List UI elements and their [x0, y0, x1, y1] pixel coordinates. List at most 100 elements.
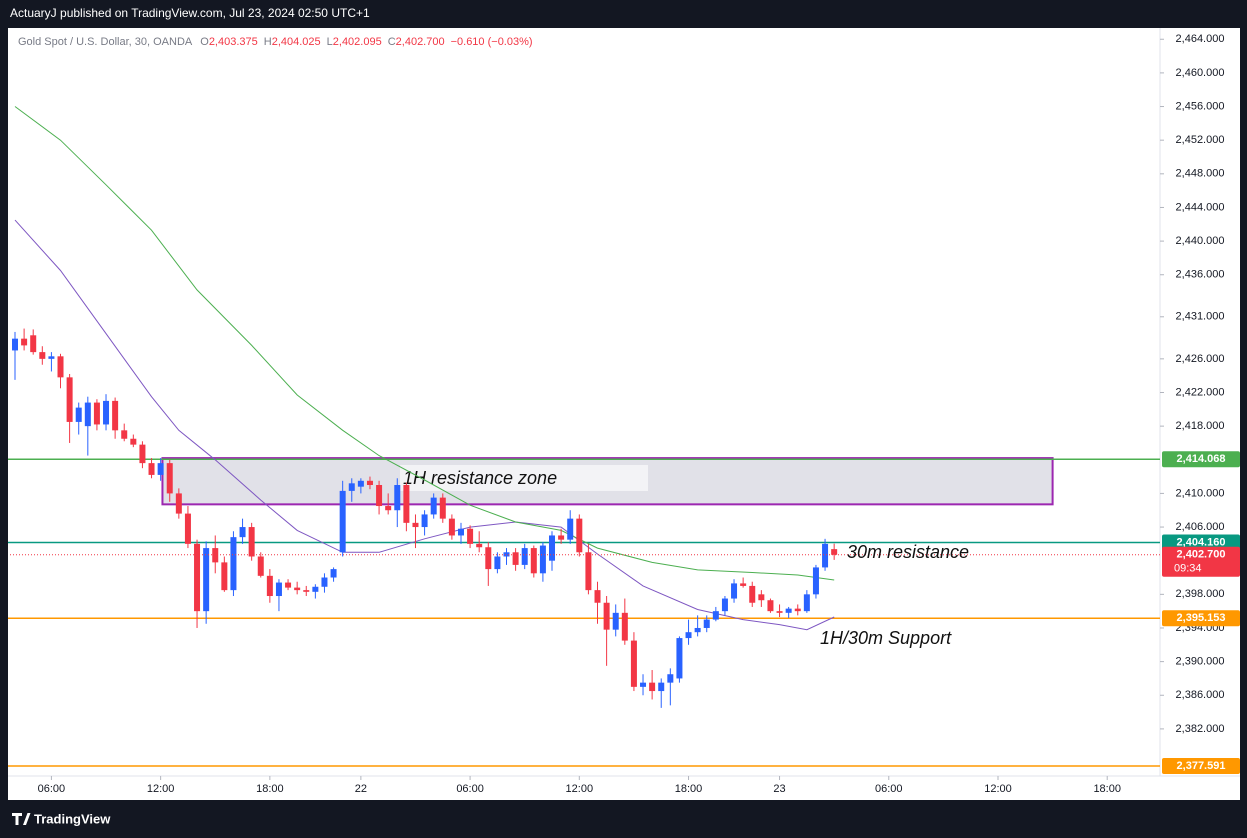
candle-body [558, 535, 565, 540]
zone-label: 1H resistance zone [403, 468, 557, 488]
candle-body [749, 585, 756, 603]
candle-body [357, 480, 364, 487]
candle-body [521, 548, 528, 565]
x-tick-label: 06:00 [875, 783, 903, 795]
candle-body [403, 485, 410, 523]
y-tick-label: 2,460.000 [1176, 67, 1225, 79]
candle-body [576, 518, 583, 553]
candle-body [166, 463, 173, 494]
y-tick-label: 2,422.000 [1176, 386, 1225, 398]
ohlc-value: 2,402.700 [396, 36, 445, 48]
candle-body [84, 402, 91, 427]
candle-body [676, 638, 683, 679]
x-tick-label: 18:00 [256, 783, 284, 795]
candle-body [467, 528, 474, 544]
candle-body [567, 518, 574, 540]
candle-body [212, 548, 219, 563]
candle-body [239, 527, 246, 538]
candle-body [758, 594, 765, 601]
y-tick-label: 2,456.000 [1176, 100, 1225, 112]
candle-body [430, 497, 437, 515]
candle-body [121, 430, 128, 439]
y-tick-label: 2,440.000 [1176, 235, 1225, 247]
x-tick-label: 12:00 [566, 783, 594, 795]
candle-body [831, 549, 838, 555]
y-tick-label: 2,410.000 [1176, 487, 1225, 499]
candle-body [21, 338, 28, 346]
candle-body [148, 463, 155, 475]
candle-body [221, 562, 228, 591]
last-price-label: 2,402.700 [1177, 549, 1226, 561]
ohlc-key: H [264, 36, 272, 48]
candle-body [139, 444, 146, 464]
candle-body [339, 490, 346, 553]
candle-body [594, 590, 601, 603]
x-tick-label: 12:00 [984, 783, 1012, 795]
candle-body [731, 583, 738, 599]
x-tick-label: 22 [355, 783, 367, 795]
candle-body [621, 612, 628, 641]
candle-body [439, 497, 446, 519]
candle-body [248, 527, 255, 557]
level-tag [1162, 534, 1240, 551]
candle-body [740, 583, 747, 586]
level-tag [1162, 610, 1240, 627]
candle-body [812, 567, 819, 595]
y-tick-label: 2,448.000 [1176, 168, 1225, 180]
candle-body [93, 402, 100, 425]
ohlc-key: L [327, 36, 333, 48]
candle-body [703, 619, 710, 628]
candle-body [194, 543, 201, 612]
candle-body [822, 543, 829, 568]
last-price-tag [1162, 546, 1240, 577]
plot: 1H resistance zone [8, 106, 1160, 767]
candle-body [612, 612, 619, 630]
symbol: Gold Spot / U.S. Dollar, 30, OANDA [18, 36, 193, 48]
candle-body [658, 682, 665, 692]
candle-body [549, 535, 556, 561]
level-tag [1162, 451, 1240, 468]
candle-body [421, 514, 428, 528]
y-tick-label: 2,426.000 [1176, 353, 1225, 365]
candle-body [321, 577, 328, 587]
moving-average [14, 106, 835, 581]
candle-body [649, 682, 656, 692]
candle-body [12, 338, 19, 351]
candle-body [30, 335, 37, 353]
candle-body [585, 552, 592, 591]
brand: TradingView [34, 811, 111, 826]
candle-body [785, 608, 792, 613]
y-tick-label: 2,431.000 [1176, 311, 1225, 323]
candle-body [776, 611, 783, 613]
x-tick-label: 18:00 [1093, 783, 1121, 795]
candle-body [184, 513, 191, 544]
level-tag-label: 2,414.068 [1177, 453, 1226, 465]
candle-body [157, 463, 164, 475]
x-tick-label: 23 [773, 783, 785, 795]
logo-icon [12, 813, 31, 825]
level-tag-label: 2,377.591 [1177, 760, 1226, 772]
candle-body [721, 598, 728, 612]
candle-body [412, 522, 419, 528]
candle-body [803, 594, 810, 612]
ohlc-key: C [388, 36, 396, 48]
ohlc-value: 2,404.025 [272, 36, 321, 48]
level-tag [1162, 757, 1240, 774]
candle-body [385, 506, 392, 511]
candle-body [494, 556, 501, 570]
candle-body [603, 602, 610, 630]
y-tick-label: 2,390.000 [1176, 656, 1225, 668]
x-tick-label: 06:00 [456, 783, 484, 795]
candle-body [175, 493, 182, 514]
y-tick-label: 2,452.000 [1176, 134, 1225, 146]
candle-body [485, 547, 492, 570]
candle-body [48, 356, 55, 359]
candle-body [312, 586, 319, 592]
y-tick-label: 2,464.000 [1176, 33, 1225, 45]
candle-body [640, 682, 647, 687]
candle-body [257, 556, 264, 576]
y-tick-label: 2,444.000 [1176, 201, 1225, 213]
y-tick-label: 2,398.000 [1176, 588, 1225, 600]
countdown: 09:34 [1174, 563, 1202, 575]
